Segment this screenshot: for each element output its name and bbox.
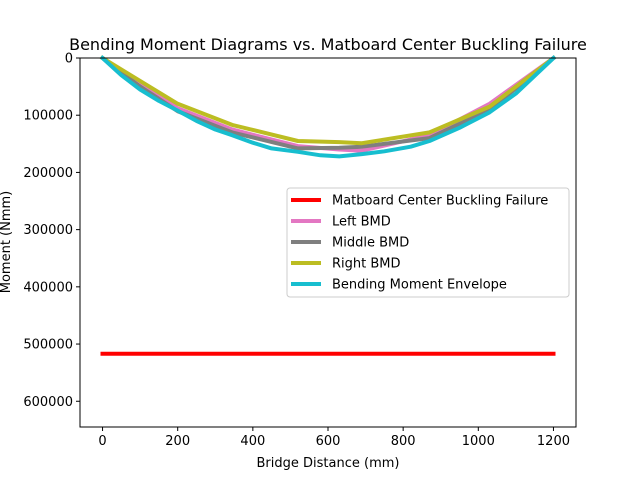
y-tick-label: 100000 [23,109,73,124]
series-line-4 [99,55,557,159]
x-tick-label: 200 [165,434,190,449]
legend: Matboard Center Buckling Failure Left BMD… [286,187,570,298]
y-tick-label: 400000 [23,280,73,295]
legend-box [286,187,570,298]
y-tick-label: 300000 [23,223,73,238]
x-axis-label: Bridge Distance (mm) [257,456,400,471]
y-tick-label: 0 [65,52,73,67]
y-tick-label: 200000 [23,166,73,181]
series-layer [99,55,557,356]
legend-label-1: Left BMD [332,215,391,230]
legend-label-0: Matboard Center Buckling Failure [332,194,548,209]
series-line-3 [99,55,557,146]
y-tick-label: 500000 [23,338,73,353]
chart-title: Bending Moment Diagrams vs. Matboard Cen… [69,35,587,54]
y-tick-label: 600000 [23,395,73,410]
y-axis-label: Moment (Nmm) [0,191,14,294]
x-tick-label: 600 [316,434,341,449]
x-tick-label: 800 [391,434,416,449]
x-tick-label: 1200 [537,434,570,449]
x-tick-label: 1000 [462,434,495,449]
legend-label-2: Middle BMD [332,236,409,251]
legend-label-4: Bending Moment Envelope [332,278,507,293]
legend-label-3: Right BMD [332,257,401,272]
ticks-layer: 0 200 400 600 800 1000 1200 0 100000 200000 300000… [23,52,570,450]
x-tick-label: 400 [240,434,265,449]
x-tick-label: 0 [98,434,106,449]
